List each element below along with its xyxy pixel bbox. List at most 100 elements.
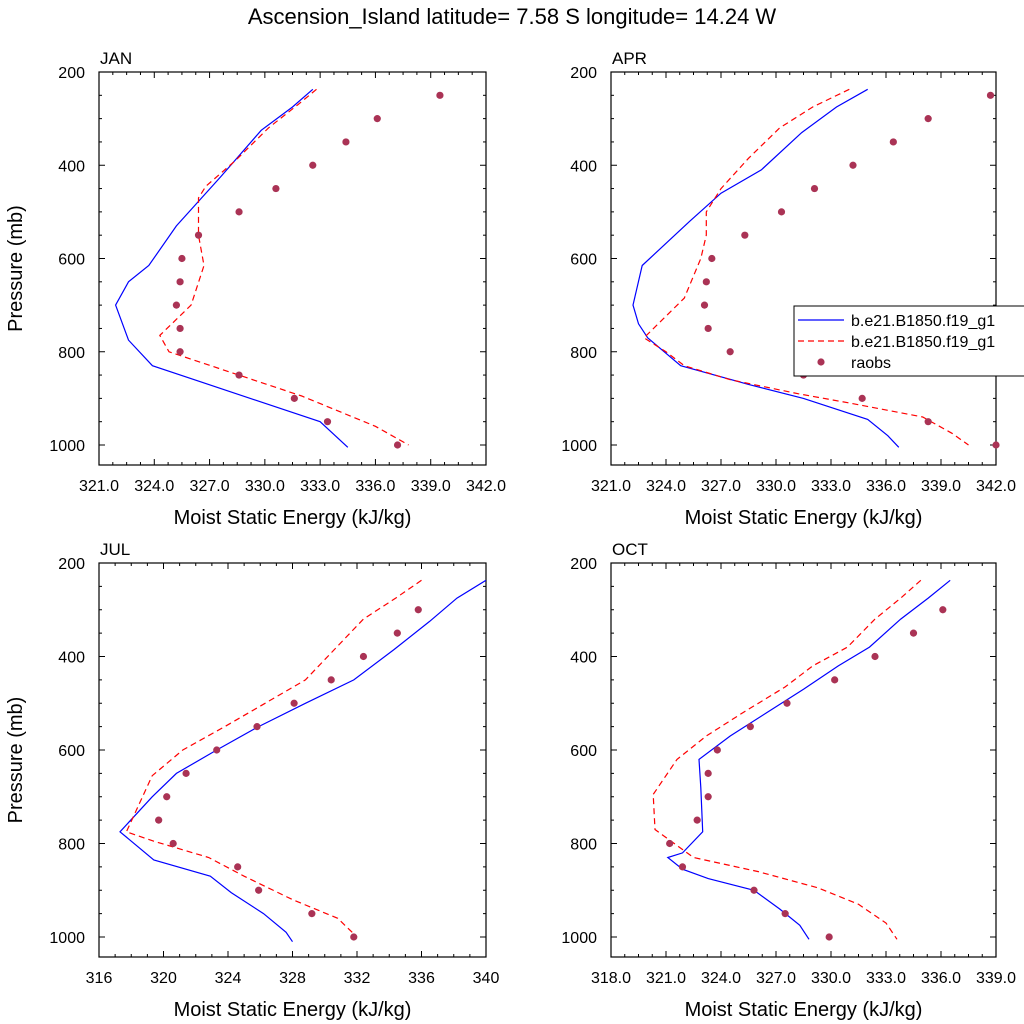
raobs-point	[176, 324, 184, 333]
raobs-point	[871, 652, 879, 661]
raobs-point	[783, 699, 791, 707]
x-tick-label: 328	[279, 970, 306, 987]
x-tick-label: 324.0	[646, 478, 686, 495]
raobs-point	[713, 746, 721, 754]
x-axis-label: Moist Static Energy (kJ/kg)	[685, 507, 923, 529]
raobs-point	[235, 208, 243, 216]
model-dashed-line	[125, 579, 422, 938]
raobs-point	[704, 769, 712, 777]
raobs-point	[163, 793, 171, 801]
raobs-point	[327, 676, 335, 684]
x-tick-label: 342.0	[976, 478, 1016, 495]
raobs-point	[436, 91, 444, 99]
raobs-point	[255, 886, 263, 894]
x-tick-label: 333.0	[811, 478, 851, 495]
panel-jul: JUL 200 400 600 800 1000 316 320 324 328 332 336 340…	[5, 540, 499, 1021]
x-tick-label: 339.0	[921, 478, 961, 495]
x-axis-label: Moist Static Energy (kJ/kg)	[174, 507, 412, 529]
y-tick-label: 1000	[49, 438, 85, 455]
raobs-point	[234, 863, 242, 871]
x-tick-label: 327.0	[190, 478, 230, 495]
y-tick-label: 1000	[49, 930, 85, 947]
x-axis-label: Moist Static Energy (kJ/kg)	[174, 999, 412, 1021]
x-tick-label: 324.0	[701, 970, 741, 987]
x-tick-label: 321.0	[591, 478, 631, 495]
raobs-point	[272, 184, 280, 193]
panel-oct: OCT 200 400 600 800 1000 318.0 321.0 324.0 327.0 3…	[561, 540, 1016, 1021]
x-tick-label: 333.0	[866, 970, 906, 987]
panel-label: APR	[612, 49, 647, 68]
raobs-point	[693, 816, 701, 824]
raobs-point	[781, 910, 789, 918]
y-tick-label: 800	[58, 837, 85, 854]
raobs-point	[342, 138, 350, 146]
model-solid-line	[632, 88, 900, 448]
raobs-point	[414, 606, 422, 614]
y-tick-label: 800	[570, 345, 597, 362]
y-tick-label: 400	[58, 650, 85, 667]
y-tick-label: 600	[58, 743, 85, 760]
x-tick-label: 330.0	[811, 970, 851, 987]
plot-frame	[98, 71, 487, 466]
y-tick-label: 800	[58, 345, 85, 362]
x-tick-label: 339.0	[411, 478, 451, 495]
raobs-point	[290, 394, 298, 402]
x-tick-label: 336	[408, 970, 435, 987]
y-tick-label: 200	[570, 556, 597, 573]
legend-marker-raobs	[817, 358, 825, 366]
y-tick-label: 600	[570, 252, 597, 269]
raobs-point	[700, 301, 709, 309]
x-tick-label: 321.0	[79, 478, 119, 495]
panel-label: OCT	[612, 540, 648, 559]
raobs-point	[889, 138, 897, 146]
raobs-point	[178, 254, 186, 263]
raobs-point	[393, 629, 401, 637]
raobs-point	[350, 933, 358, 941]
panel-label: JUL	[100, 540, 130, 559]
y-tick-label: 1000	[561, 438, 597, 455]
y-tick-label: 200	[570, 65, 597, 82]
x-tick-label: 324	[215, 970, 242, 987]
model-solid-line	[119, 579, 486, 943]
model-dashed-line	[643, 88, 969, 446]
legend-entry: raobs	[851, 355, 891, 372]
raobs-point	[810, 184, 819, 193]
raobs-point	[182, 769, 190, 777]
raobs-point	[253, 723, 261, 731]
raobs-point	[169, 839, 177, 848]
x-tick-label: 327.0	[701, 478, 741, 495]
x-tick-label: 321.0	[646, 970, 686, 987]
panel-apr: APR 200 400 600 800 1000 321.0 324.0 327.0 330.0 3…	[561, 49, 1024, 529]
raobs-point	[986, 91, 995, 99]
raobs-point	[924, 418, 932, 426]
legend-entry: b.e21.B1850.f19_g1	[851, 334, 995, 351]
raobs-point	[924, 115, 932, 123]
raobs-point	[155, 816, 163, 824]
raobs-point	[176, 278, 184, 286]
raobs-point	[235, 371, 243, 379]
raobs-point	[825, 933, 833, 941]
x-tick-label: 332	[344, 970, 371, 987]
y-tick-label: 400	[570, 158, 597, 175]
x-tick-label: 330.0	[245, 478, 285, 495]
raobs-point	[849, 161, 857, 169]
figure-title: Ascension_Island latitude= 7.58 S longit…	[247, 4, 777, 29]
x-tick-label: 320	[150, 970, 177, 987]
raobs-point	[939, 606, 947, 614]
raobs-point	[777, 208, 786, 216]
raobs-point	[323, 418, 332, 426]
raobs-point	[708, 254, 716, 263]
x-tick-label: 330.0	[756, 478, 796, 495]
raobs-point	[359, 652, 368, 661]
x-tick-label: 333.0	[300, 478, 340, 495]
raobs-point	[290, 699, 298, 707]
raobs-point	[213, 746, 221, 754]
y-tick-label: 600	[58, 252, 85, 269]
x-tick-label: 316	[86, 970, 113, 987]
raobs-point	[172, 301, 180, 309]
raobs-point	[309, 161, 317, 169]
raobs-point	[746, 723, 754, 731]
raobs-point	[992, 441, 1000, 449]
raobs-point	[726, 348, 734, 356]
